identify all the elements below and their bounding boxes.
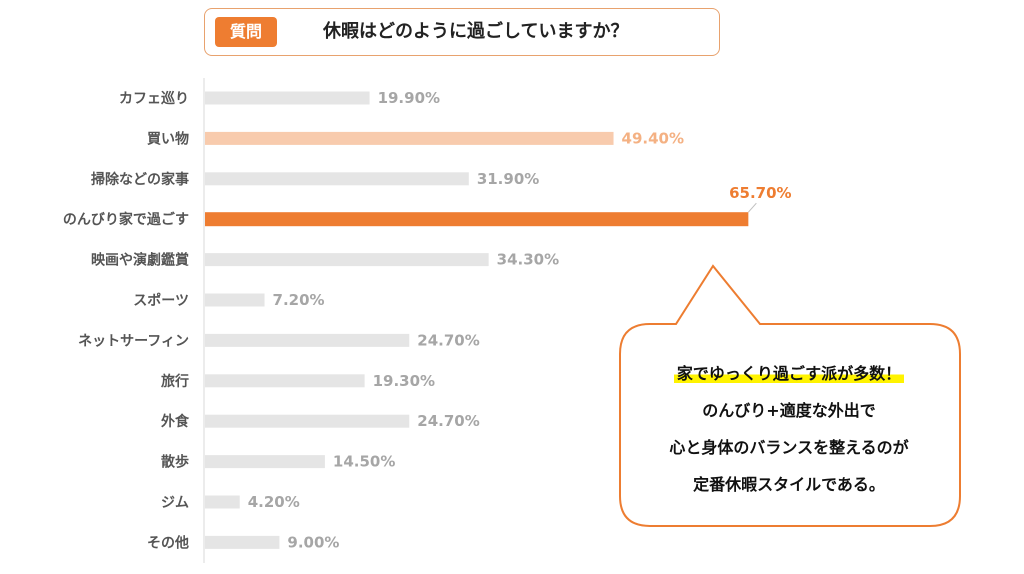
value-label: 49.40%: [622, 129, 684, 147]
callout-bubble: [619, 264, 961, 527]
value-label: 19.30%: [373, 372, 435, 390]
value-label: 14.50%: [333, 453, 395, 471]
value-label: 7.20%: [273, 291, 325, 309]
question-badge: 質問: [215, 17, 277, 47]
callout-line-4: 定番休暇スタイルである。: [693, 475, 885, 494]
value-label: 65.70%: [729, 184, 791, 202]
category-label: その他: [147, 534, 189, 551]
category-label: 散歩: [161, 454, 189, 471]
category-label: 外食: [161, 413, 190, 430]
callout-line-3: 心と身体のバランスを整えるのが: [669, 438, 909, 457]
value-label: 24.70%: [417, 331, 479, 349]
callout-line-1: 家でゆっくり過ごす派が多数！: [622, 355, 956, 392]
callout-text: 家でゆっくり過ごす派が多数！ のんびり+適度な外出で 心と身体のバランスを整える…: [622, 355, 956, 503]
category-label: 掃除などの家事: [91, 171, 189, 188]
category-label: ネットサーフィン: [78, 333, 189, 349]
question-header: 質問 休暇はどのように過ごしていますか？: [204, 8, 720, 56]
bar: [205, 333, 410, 347]
callout-line-2: のんびり+適度な外出で: [702, 401, 876, 420]
category-label: スポーツ: [133, 292, 189, 309]
value-label: 4.20%: [248, 493, 300, 511]
value-label: 9.00%: [287, 533, 339, 551]
question-text: 休暇はどのように過ごしていますか？: [323, 21, 629, 42]
value-label: 24.70%: [417, 412, 479, 430]
category-label: のんびり家で過ごす: [63, 211, 189, 228]
bar: [205, 414, 410, 428]
bar-group: カフェ巡り 19.90% 買い物 49.40% 掃除などの家事 31.90% のんびり家で過…: [63, 89, 792, 551]
bar: [205, 293, 265, 307]
bar: [205, 131, 614, 145]
category-label: 映画や演劇鑑賞: [91, 252, 189, 269]
category-label: 買い物: [147, 130, 189, 147]
category-label: カフェ巡り: [119, 91, 189, 107]
bar: [205, 172, 469, 186]
bar: [205, 455, 325, 469]
bar: [205, 91, 370, 105]
bar: [205, 253, 489, 267]
value-label: 19.90%: [378, 89, 440, 107]
category-label: ジム: [161, 495, 189, 511]
bar: [205, 212, 749, 227]
leader-line: [747, 202, 757, 213]
callout-highlight: 家でゆっくり過ごす派が多数！: [673, 364, 905, 383]
bar: [205, 374, 365, 388]
value-label: 34.30%: [497, 251, 559, 269]
bar: [205, 535, 280, 549]
value-label: 31.90%: [477, 170, 539, 188]
bar: [205, 495, 240, 509]
category-label: 旅行: [161, 373, 189, 390]
